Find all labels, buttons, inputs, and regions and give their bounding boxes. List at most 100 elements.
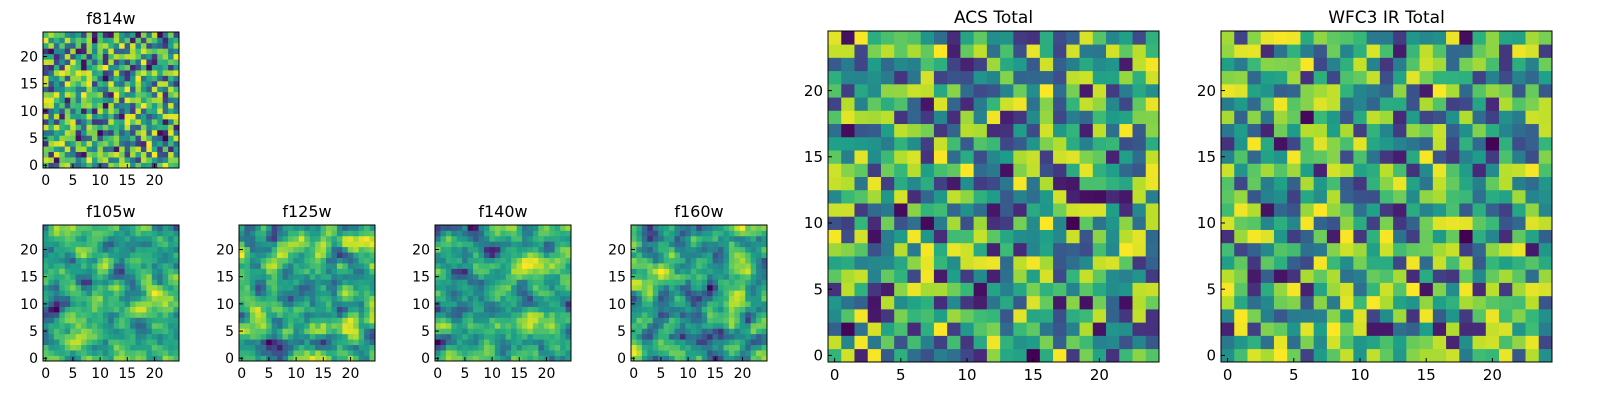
heatmap-cell	[336, 339, 343, 346]
heatmap-cell	[1221, 176, 1235, 191]
heatmap-cell	[1340, 216, 1354, 230]
heatmap-cell	[554, 339, 561, 346]
heatmap-cell	[636, 322, 643, 329]
heatmap-cell	[64, 273, 71, 280]
heatmap-cell	[674, 339, 681, 346]
heatmap-cell	[696, 284, 703, 291]
heatmap-cell	[108, 317, 115, 324]
heatmap-cell	[146, 64, 153, 71]
heatmap-cell	[53, 355, 60, 362]
heatmap-cell	[124, 225, 131, 231]
heatmap-cell	[707, 241, 713, 248]
heatmap-cell	[880, 242, 895, 257]
heatmap-cell	[652, 230, 659, 237]
heatmap-cell	[113, 129, 120, 136]
heatmap-cell	[1106, 83, 1120, 98]
heatmap-cell	[674, 306, 681, 313]
heatmap-cell	[549, 257, 556, 264]
heatmap-cell	[505, 301, 512, 307]
heatmap-cell	[1145, 322, 1160, 336]
heatmap-cell	[1525, 31, 1540, 45]
heatmap-cell	[249, 290, 256, 297]
heatmap-cell	[135, 333, 142, 340]
heatmap-cell	[1512, 31, 1526, 45]
heatmap-cell	[1340, 44, 1354, 58]
heatmap-cell	[1260, 31, 1275, 45]
heatmap-cell	[739, 252, 746, 258]
heatmap-cell	[86, 59, 93, 65]
heatmap-cell	[1313, 335, 1328, 350]
heatmap-cell	[1145, 203, 1160, 217]
heatmap-cell	[483, 225, 490, 231]
heatmap-cell	[304, 252, 311, 258]
heatmap-cell	[1000, 282, 1014, 297]
heatmap-cell	[342, 284, 349, 291]
heatmap-cell	[102, 113, 109, 120]
heatmap-cell	[135, 140, 142, 147]
heatmap-cell	[1234, 322, 1248, 336]
heatmap-cell	[543, 263, 550, 269]
heatmap-cell	[130, 48, 136, 55]
heatmap-cell	[173, 295, 180, 302]
heatmap-cell	[119, 344, 125, 351]
heatmap-cell	[723, 279, 730, 286]
heatmap-cell	[473, 235, 479, 242]
heatmap-cell	[97, 102, 104, 109]
heatmap-cell	[1026, 216, 1041, 230]
heatmap-cell	[64, 32, 71, 38]
heatmap-cell	[168, 129, 174, 136]
heatmap-cell	[119, 268, 125, 275]
heatmap-cell	[435, 235, 441, 242]
heatmap-cell	[282, 333, 289, 340]
heatmap-cell	[685, 241, 692, 248]
heatmap-cell	[1485, 123, 1500, 138]
heatmap-cell	[146, 268, 153, 275]
heatmap-cell	[1499, 110, 1513, 125]
heatmap-cell	[124, 97, 131, 104]
heatmap-cell	[511, 344, 517, 351]
heatmap-cell	[102, 257, 109, 264]
heatmap-cell	[347, 339, 354, 346]
heatmap-cell	[647, 279, 654, 286]
heatmap-cell	[364, 333, 370, 340]
x-tick-label: 20	[734, 366, 752, 382]
heatmap-cell	[102, 75, 109, 82]
heatmap-cell	[1393, 216, 1407, 230]
heatmap-cell	[679, 230, 686, 237]
heatmap-cell	[1512, 57, 1526, 72]
y-tick-label: 0	[617, 351, 626, 367]
heatmap-cell	[1234, 309, 1248, 323]
heatmap-cell	[696, 273, 703, 280]
heatmap-cell	[266, 333, 272, 340]
heatmap-cell	[1432, 216, 1447, 230]
heatmap-cell	[669, 225, 675, 231]
heatmap-cell	[75, 108, 82, 114]
heatmap-cell	[880, 150, 895, 164]
heatmap-cell	[119, 225, 125, 231]
heatmap-cell	[64, 119, 71, 125]
heatmap-cell	[48, 151, 55, 158]
heatmap-cell	[500, 284, 507, 291]
heatmap-cell	[1053, 110, 1067, 125]
heatmap-cell	[986, 44, 1001, 58]
heatmap-cell	[347, 252, 354, 258]
heatmap-cell	[505, 284, 512, 291]
heatmap-cell	[353, 230, 360, 237]
heatmap-cell	[353, 295, 360, 302]
heatmap-cell	[119, 263, 125, 269]
heatmap-cell	[1039, 216, 1054, 230]
heatmap-cell	[168, 312, 174, 318]
heatmap-cell	[108, 339, 115, 346]
heatmap-cell	[64, 53, 71, 60]
heatmap-cell	[173, 135, 180, 142]
heatmap-cell	[652, 312, 659, 318]
heatmap-cell	[162, 48, 169, 55]
heatmap-cell	[1313, 256, 1328, 270]
heatmap-cell	[435, 344, 441, 351]
heatmap-cell	[157, 355, 164, 362]
heatmap-cell	[157, 135, 164, 142]
heatmap-cell	[146, 246, 153, 253]
heatmap-cell	[320, 268, 327, 275]
heatmap-cell	[336, 246, 343, 253]
heatmap-cell	[658, 290, 664, 297]
